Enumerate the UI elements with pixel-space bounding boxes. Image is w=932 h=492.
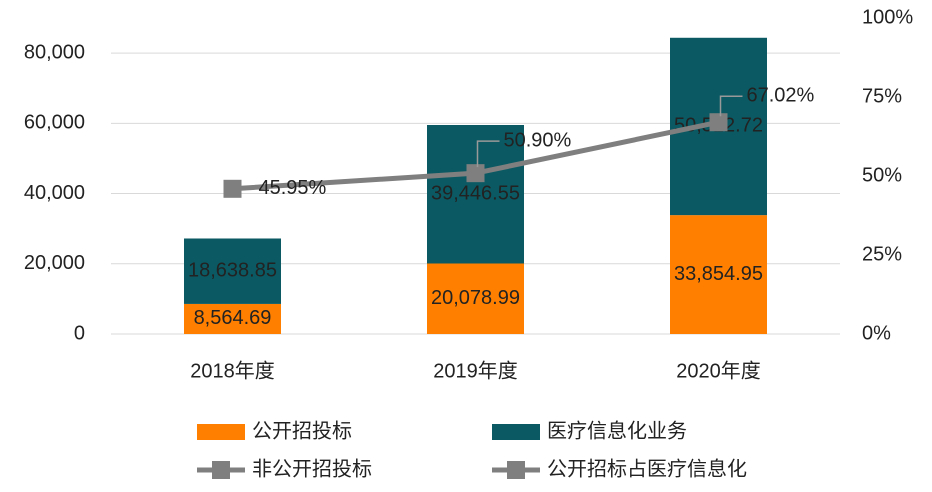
legend-label: 公开招投标 — [252, 419, 352, 442]
y-tick-label: 0 — [74, 322, 85, 344]
legend-swatch — [492, 424, 540, 440]
legend-label: 非公开招投标 — [252, 457, 372, 480]
y-tick-label: 80,000 — [24, 41, 85, 63]
bar-value-label: 39,446.55 — [431, 183, 520, 205]
legend-label: 公开招标占医疗信息化 — [547, 457, 747, 480]
line-value-label: 45.95% — [259, 177, 327, 199]
y2-tick-label: 50% — [862, 164, 902, 186]
legend-marker — [507, 461, 525, 479]
y-tick-label: 60,000 — [24, 112, 85, 134]
bar-value-label: 33,854.95 — [674, 263, 763, 285]
y2-tick-label: 25% — [862, 243, 902, 265]
bar-segment — [427, 124, 524, 264]
legend-label: 医疗信息化业务 — [547, 419, 687, 442]
bar-segment — [427, 263, 524, 334]
line-value-label: 50.90% — [504, 129, 572, 151]
y2-tick-label: 100% — [862, 6, 913, 28]
y2-tick-label: 0% — [862, 322, 891, 344]
x-tick-label: 2018年度 — [190, 359, 275, 382]
bar-value-label: 20,078.99 — [431, 287, 520, 309]
y-tick-label: 40,000 — [24, 182, 85, 204]
line-marker — [709, 113, 728, 132]
x-tick-label: 2020年度 — [676, 359, 761, 382]
line-value-label: 67.02% — [747, 84, 815, 106]
legend-marker — [212, 461, 230, 479]
bar-segment — [670, 215, 767, 334]
line-marker — [466, 164, 485, 183]
bar-segment — [184, 303, 281, 334]
line-marker — [223, 179, 242, 198]
bar-value-label: 8,564.69 — [194, 307, 272, 329]
y2-tick-label: 75% — [862, 85, 902, 107]
x-tick-label: 2019年度 — [433, 359, 518, 382]
legend-swatch — [197, 424, 245, 440]
bar-segment — [184, 238, 281, 304]
y-tick-label: 20,000 — [24, 252, 85, 274]
bar-value-label: 18,638.85 — [188, 259, 277, 281]
leader-line — [719, 95, 743, 117]
leader-line — [476, 140, 500, 168]
